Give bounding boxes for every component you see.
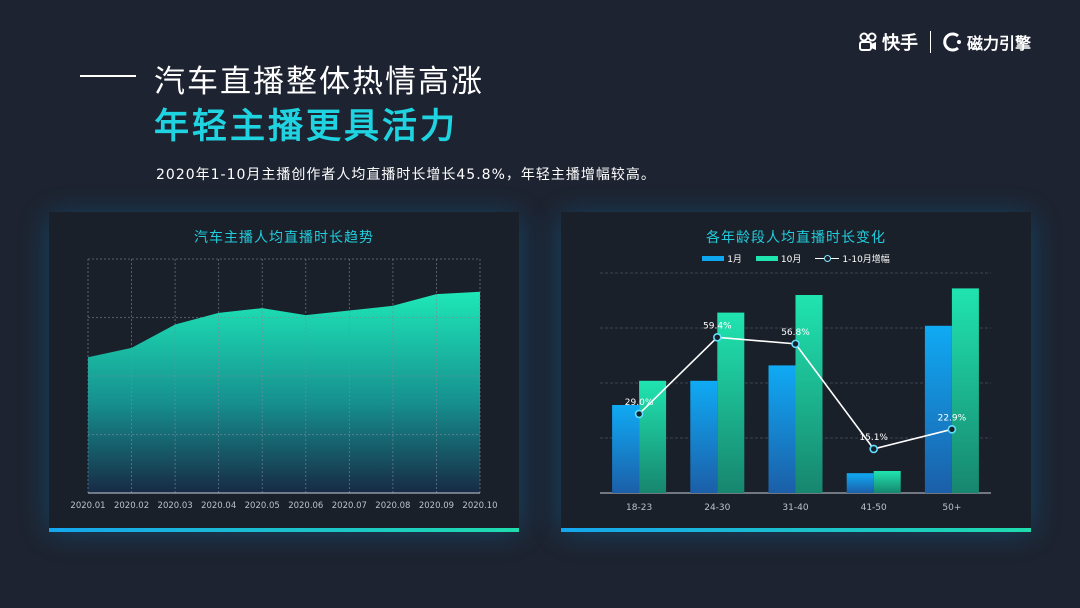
growth-data-label: 29.0%	[625, 398, 654, 408]
magnet-engine-icon	[943, 32, 961, 52]
panel-accent-bar	[561, 528, 1031, 532]
x-tick-label: 31-40	[782, 503, 808, 513]
x-tick-label: 2020.03	[158, 501, 193, 511]
engine-logo: 磁力引擎	[943, 30, 1031, 54]
x-tick-label: 2020.02	[114, 501, 149, 511]
x-tick-label: 2020.08	[375, 501, 410, 511]
legend-item-jan: 1月	[702, 252, 742, 265]
bar-jan-24-30	[690, 380, 718, 493]
growth-point	[634, 409, 644, 419]
bar-chart: 18-23 24-30 31-40 41-50 50+ 29.0% 59.4% 56.8% 15…	[600, 272, 991, 513]
legend-item-growth: 1-10月增幅	[815, 252, 890, 265]
x-tick-label: 2020.10	[462, 501, 497, 511]
page-title: 汽车直播整体热情高涨	[154, 64, 484, 100]
growth-data-label: 22.9%	[938, 413, 967, 423]
legend-swatch-growth	[815, 254, 840, 263]
x-tick-label: 2020.07	[332, 501, 367, 511]
area-chart: 2020.01 2020.02 2020.03 2020.04 2020.05 2020.…	[70, 258, 498, 511]
bar-oct-24-30	[717, 312, 745, 493]
x-tick-label: 24-30	[704, 503, 730, 513]
growth-point	[713, 333, 722, 342]
x-tick-label: 2020.09	[419, 501, 454, 511]
growth-point	[947, 424, 957, 434]
bar-oct-41-50	[873, 471, 901, 493]
bar-chart-title: 各年龄段人均直播时长变化	[706, 230, 886, 246]
growth-data-label: 56.8%	[781, 328, 810, 338]
panel-accent-bar	[49, 528, 519, 532]
x-tick-label: 2020.05	[245, 501, 280, 511]
x-tick-label: 50+	[942, 503, 961, 513]
kuaishou-logo: 快手	[858, 29, 918, 55]
growth-data-label: 59.4%	[703, 321, 732, 331]
legend-label-growth: 1-10月增幅	[842, 255, 890, 265]
kuaishou-icon	[859, 32, 877, 51]
growth-data-label: 15.1%	[859, 433, 888, 443]
page-subtitle: 2020年1-10月主播创作者人均直播时长增长45.8%，年轻主播增幅较高。	[156, 167, 656, 183]
x-tick-label: 2020.04	[201, 501, 236, 511]
bar-oct-18-23	[639, 380, 667, 493]
bar-oct-31-40	[795, 295, 823, 493]
x-tick-label: 18-23	[626, 503, 652, 513]
bar-oct-50+	[951, 288, 979, 493]
logo-divider	[930, 31, 931, 53]
area-chart-panel: 汽车主播人均直播时长趋势 2020.01 2020.02 2020.03 2020.0…	[49, 212, 519, 532]
legend-swatch-oct	[755, 256, 778, 261]
brand-name: 快手	[882, 33, 918, 54]
bar-jan-50+	[924, 325, 952, 493]
growth-point	[869, 444, 879, 454]
bar-jan-41-50	[846, 473, 874, 493]
legend-swatch-jan	[702, 256, 725, 261]
bar-jan-18-23	[612, 405, 640, 493]
legend-label-oct: 10月	[780, 255, 802, 265]
engine-name: 磁力引擎	[967, 34, 1032, 53]
page-headline: 年轻主播更具活力	[154, 107, 459, 147]
x-tick-label: 2020.01	[70, 501, 105, 511]
x-tick-label: 2020.06	[288, 501, 323, 511]
growth-point	[791, 339, 800, 349]
chart-legend: 1月 10月 1-10月增幅	[561, 252, 1031, 265]
area-series	[88, 291, 480, 493]
area-chart-title: 汽车主播人均直播时长趋势	[194, 230, 374, 246]
title-decoration-line	[80, 75, 136, 77]
brand-logo: 快手 磁力引擎	[858, 28, 1031, 56]
bar-chart-panel: 各年龄段人均直播时长变化 1月 10月 1-10月增幅 18-23 24-30 31…	[561, 212, 1031, 532]
bar-jan-31-40	[768, 365, 796, 493]
legend-item-oct: 10月	[755, 252, 802, 265]
x-tick-label: 41-50	[861, 503, 887, 513]
legend-label-jan: 1月	[727, 255, 742, 265]
